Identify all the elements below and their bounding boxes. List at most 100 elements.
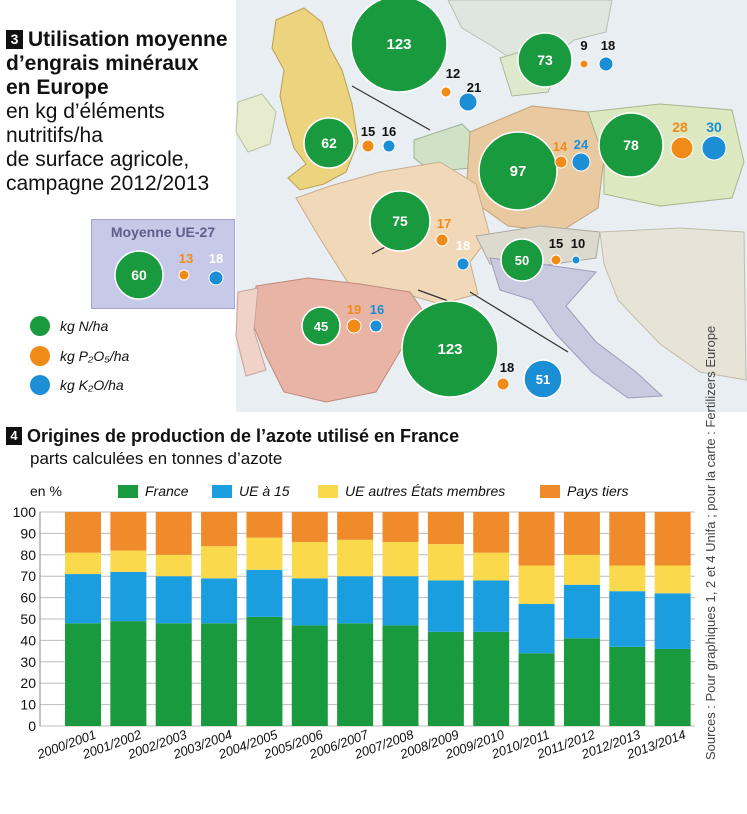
bar-segment-2 (65, 552, 101, 575)
bubble-p-label: 13 (179, 251, 193, 266)
bubble-n-label: 123 (437, 341, 462, 358)
bubble-p-label: 19 (347, 302, 361, 317)
bar-segment-2 (654, 565, 691, 594)
bubble-k-uk (382, 139, 396, 153)
bubble-k-label: 24 (574, 137, 589, 152)
bar-segment-2 (563, 554, 600, 585)
bar-segment-1 (155, 576, 192, 624)
bubble-n-average (114, 250, 164, 300)
bar-segment-0 (427, 631, 464, 726)
bubble-p-france (435, 233, 449, 247)
y-tick-label: 30 (20, 654, 36, 670)
connector-line (351, 85, 431, 131)
bubble-p-label: 12 (446, 66, 460, 81)
y-tick-label: 100 (13, 504, 37, 520)
chart-title: 4 Origines de production de l’azote utili… (6, 426, 459, 447)
legend-label-n: kg N/ha (60, 318, 109, 334)
bubble-p-label: 14 (553, 139, 568, 154)
bar-segment-0 (382, 625, 419, 726)
map-subtitle-line: en kg d’éléments (6, 100, 165, 123)
average-box: Moyenne UE-27 60 13 18 (91, 219, 235, 309)
bubble-n-france (369, 190, 431, 252)
bar-segment-0 (110, 621, 147, 726)
bar-segment-3 (155, 512, 192, 555)
y-tick-label: 40 (20, 632, 36, 648)
bubble-n-italy (401, 300, 499, 398)
legend-swatch-0 (118, 485, 138, 498)
map-legend-item-k: kg K₂O/ha (30, 375, 124, 395)
legend-swatch-2 (318, 485, 338, 498)
y-tick-label: 0 (28, 718, 36, 734)
bubble-n-label: 123 (386, 36, 411, 53)
map-section-number: 3 (6, 30, 23, 49)
map-title-line: Utilisation moyenne (28, 28, 228, 51)
bar-segment-1 (427, 580, 464, 632)
bar-segment-1 (609, 591, 646, 647)
legend-dot-k (30, 375, 50, 395)
bubble-k-average (208, 270, 224, 286)
bubble-p-italy (496, 377, 510, 391)
bubble-k-label: 30 (706, 119, 722, 135)
bar-segment-0 (155, 623, 192, 726)
bar-segment-3 (654, 512, 691, 566)
legend-swatch-3 (540, 485, 560, 498)
bar-segment-3 (473, 512, 510, 553)
legend-label-2: UE autres États membres (345, 483, 505, 499)
bubble-p-label: 15 (549, 236, 563, 251)
bar-segment-3 (518, 512, 555, 566)
map-subtitle-line: nutritifs/ha (6, 124, 103, 147)
bubble-n-alps (500, 238, 544, 282)
bar-segment-2 (337, 539, 374, 577)
country-ireland (235, 93, 277, 153)
bubble-n-label: 97 (510, 163, 527, 180)
bar-segment-3 (246, 512, 283, 538)
bar-segment-3 (110, 512, 147, 551)
bubble-k-germany (571, 152, 591, 172)
bar-segment-3 (427, 512, 464, 545)
bar-segment-3 (65, 512, 101, 553)
bubble-k-label: 18 (601, 38, 615, 53)
bar-segment-3 (291, 512, 328, 542)
bar-segment-2 (291, 541, 328, 579)
bubble-k-label: 18 (209, 251, 223, 266)
chart-subtitle: parts calculées en tonnes d’azote (30, 449, 283, 468)
bar-segment-0 (473, 631, 510, 726)
bubble-n-poland (598, 112, 664, 178)
bar-segment-2 (246, 537, 283, 570)
legend-label-p: kg P₂O₅/ha (60, 348, 130, 364)
bar-segment-3 (382, 512, 419, 542)
bar-segment-2 (518, 565, 555, 605)
bar-segment-0 (246, 616, 283, 726)
bubble-n-label: 45 (314, 319, 328, 334)
bubble-n-label: 73 (537, 52, 553, 68)
bubble-p-alps (550, 254, 562, 266)
bubble-n-label: 62 (321, 135, 337, 151)
bar-segment-1 (110, 571, 147, 622)
bubble-p-uk (361, 139, 375, 153)
bar-segment-1 (654, 593, 691, 649)
bar-segment-1 (65, 574, 101, 624)
bubble-k-label: 10 (571, 236, 585, 251)
legend-label-k: kg K₂O/ha (60, 377, 124, 393)
bubble-n-spain (301, 306, 341, 346)
legend-swatch-1 (212, 485, 232, 498)
bar-segment-0 (65, 623, 101, 726)
y-tick-label: 70 (20, 568, 36, 584)
bubble-p-label: 28 (672, 119, 688, 135)
bubble-k-alps (571, 255, 581, 265)
bar-segment-3 (201, 512, 238, 547)
bubbles-layer: 123 12 21 62 15 16 73 9 18 97 14 24 78 2… (301, 0, 727, 399)
bar-segment-1 (563, 584, 600, 639)
bubble-k-poland (701, 135, 727, 161)
source-note: Sources : Pour graphiques 1, 2 et 4 Unif… (703, 325, 718, 760)
bubble-p-poland (670, 136, 694, 160)
country-balkans (599, 227, 747, 381)
bar-segment-0 (337, 623, 374, 726)
europe-map: 123 12 21 62 15 16 73 9 18 97 14 24 78 2… (235, 0, 747, 412)
map-title-line: d’engrais minéraux (6, 52, 199, 75)
map-legend-item-n: kg N/ha (30, 316, 108, 336)
chart-title-text: Origines de production de l’azote utilis… (27, 426, 460, 446)
bar-segment-2 (609, 565, 646, 592)
chart-section-number: 4 (6, 427, 22, 445)
bubble-n-germany-north (350, 0, 448, 93)
